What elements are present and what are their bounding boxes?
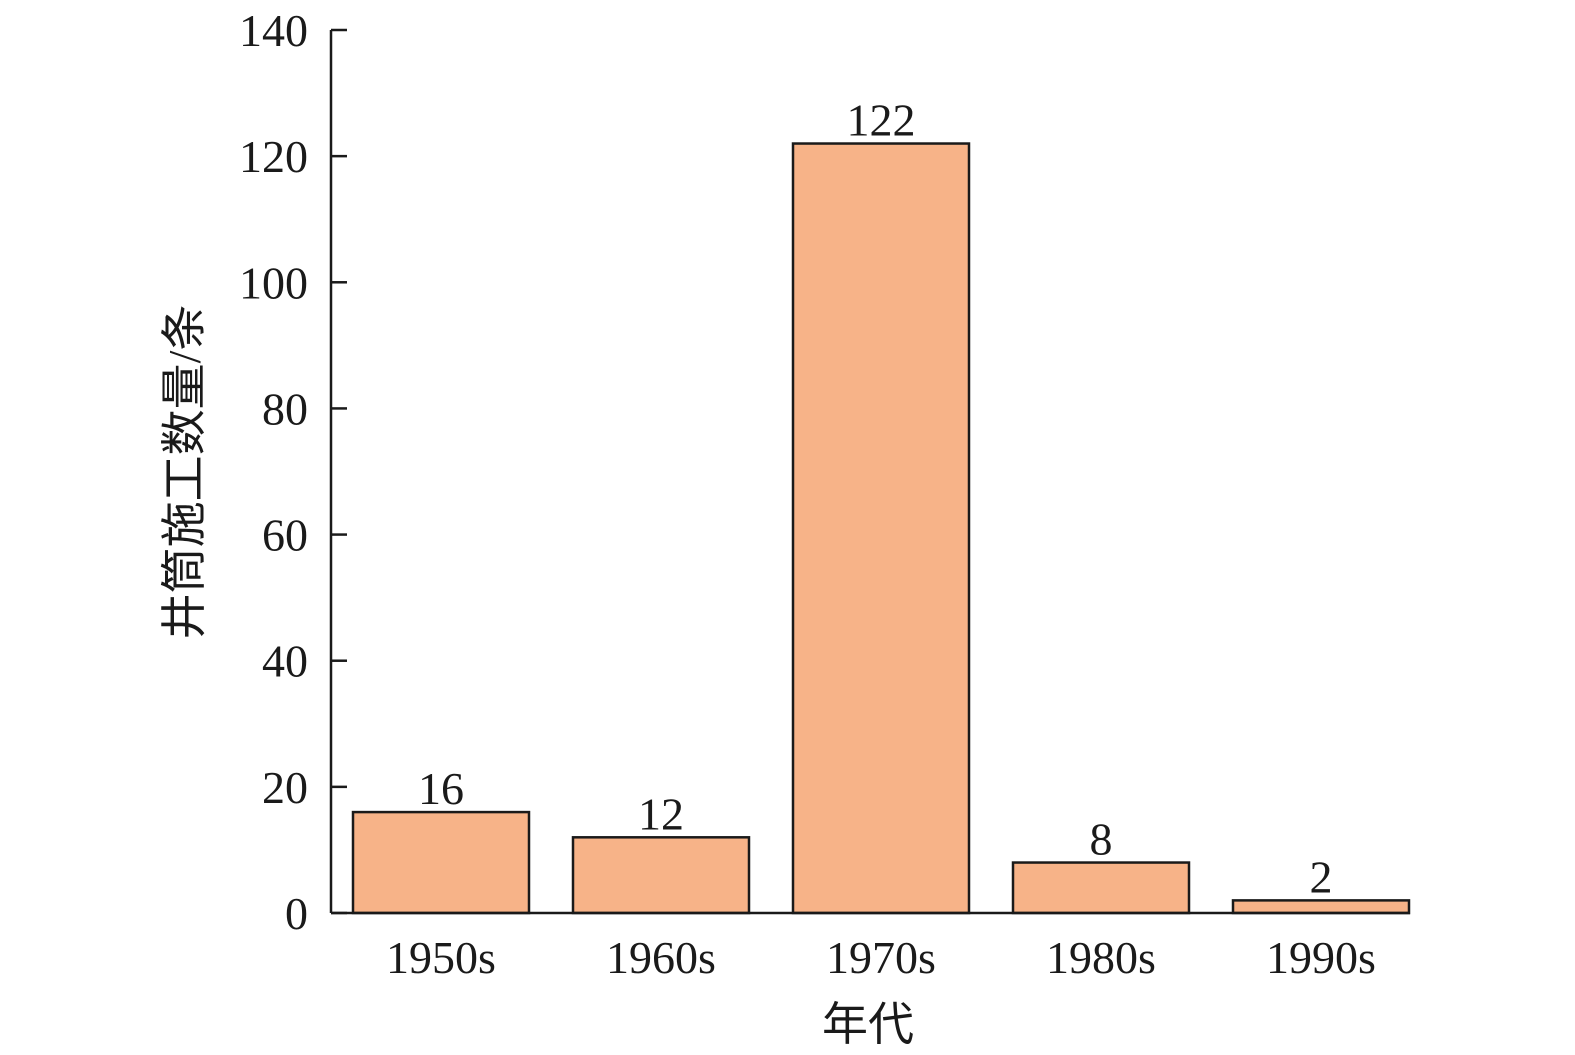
y-ticks-group: 0 20 40 60 80 100 120 140 — [239, 5, 347, 939]
y-tick-label: 140 — [239, 5, 308, 56]
y-tick-label: 60 — [262, 510, 308, 561]
x-tick-label-1970s: 1970s — [826, 932, 936, 983]
x-tick-label-1990s: 1990s — [1266, 932, 1376, 983]
x-tick-label-1950s: 1950s — [386, 932, 496, 983]
y-tick-label: 0 — [285, 888, 308, 939]
data-label-1980s: 8 — [1090, 814, 1113, 865]
x-tick-label-1960s: 1960s — [606, 932, 716, 983]
y-tick-label: 20 — [262, 762, 308, 813]
bar-1980s — [1011, 861, 1191, 915]
data-label-1950s: 16 — [418, 763, 464, 814]
bar-1950s — [351, 810, 531, 915]
bars-group — [351, 142, 1411, 915]
x-tick-label-1980s: 1980s — [1046, 932, 1156, 983]
x-axis-title: 年代 — [822, 999, 914, 1050]
y-axis-title: 井筒施工数量/条 — [159, 305, 210, 640]
x-ticks-group: 1950s 1960s 1970s 1980s 1990s — [386, 932, 1376, 983]
y-tick-label: 80 — [262, 383, 308, 434]
data-label-1960s: 12 — [638, 788, 684, 839]
bar-1970s — [791, 142, 971, 915]
y-tick-label: 100 — [239, 257, 308, 308]
data-label-1990s: 2 — [1310, 851, 1333, 902]
data-labels-group: 16 12 122 8 2 — [418, 95, 1333, 903]
data-label-1970s: 122 — [847, 95, 916, 146]
y-tick-label: 40 — [262, 636, 308, 687]
y-tick-label: 120 — [239, 131, 308, 182]
bar-1960s — [571, 836, 751, 915]
